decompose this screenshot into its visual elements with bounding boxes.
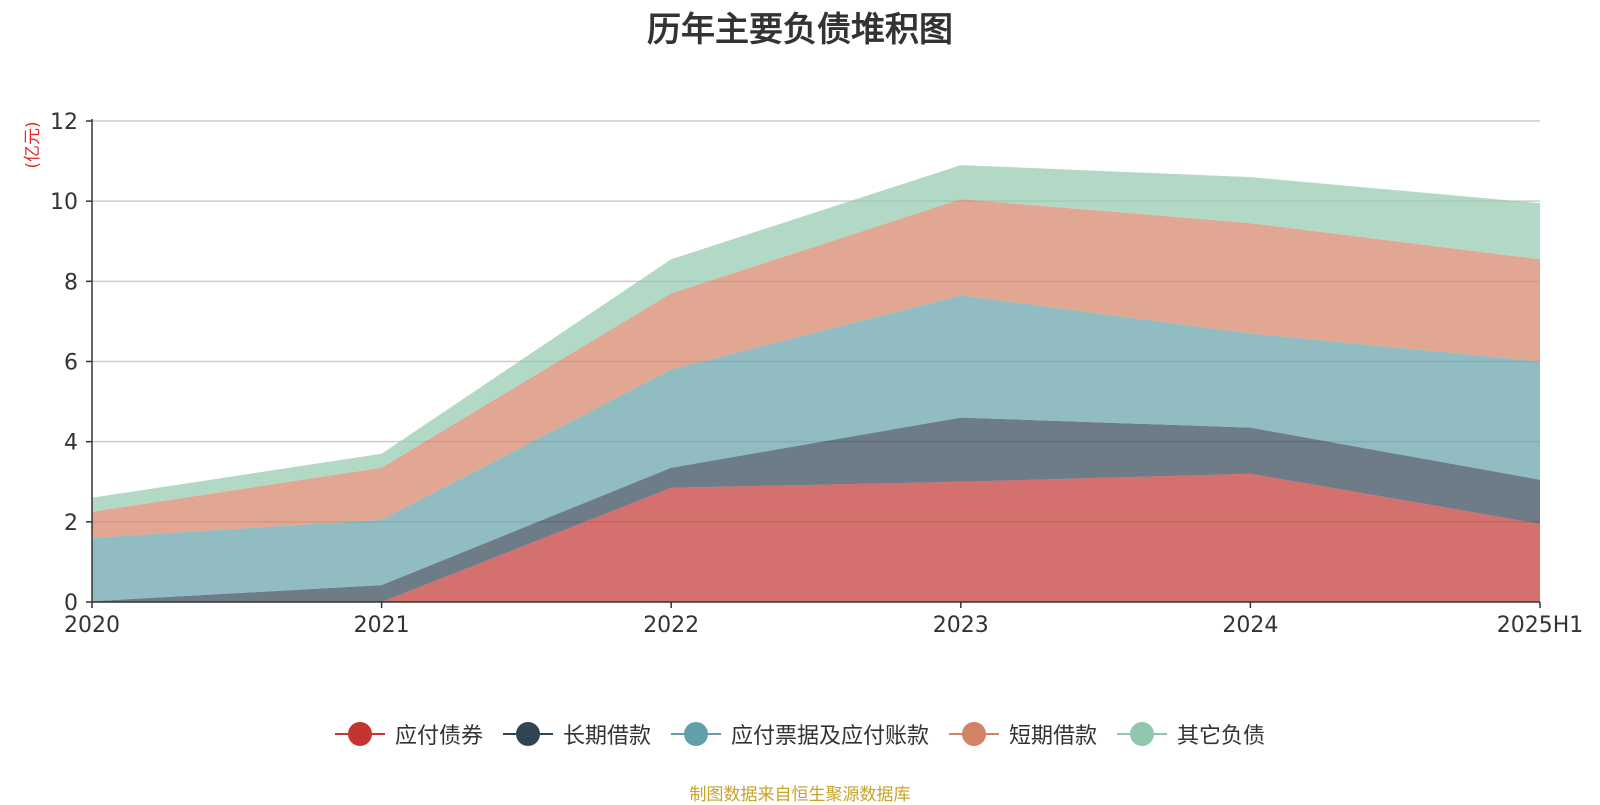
legend-marker [502, 721, 553, 747]
y-tick-label: 8 [64, 270, 78, 295]
y-tick-label: 0 [64, 591, 78, 616]
legend-marker [334, 721, 385, 747]
y-tick-label: 10 [50, 190, 78, 215]
legend-item[interactable]: 应付债券 [334, 718, 483, 750]
area-series-2 [92, 417, 1540, 602]
legend-label: 短期借款 [1009, 724, 1098, 749]
y-tick-label: 4 [64, 431, 78, 456]
area-series-1 [92, 473, 1540, 602]
legend-label: 其它负债 [1177, 724, 1266, 749]
y-tick-label: 2 [64, 511, 78, 536]
legend-marker-dot [962, 722, 986, 746]
y-tick-label: 6 [64, 351, 78, 376]
chart-title: 历年主要负债堆积图 [647, 10, 953, 50]
y-axis-unit: (亿元) [23, 121, 43, 168]
legend-item[interactable]: 短期借款 [949, 718, 1097, 750]
area-series-5 [92, 165, 1540, 512]
legend-marker [949, 721, 999, 747]
source-note: 制图数据来自恒生聚源数据库 [689, 785, 911, 805]
x-tick-label: 2020 [64, 613, 120, 638]
legend-marker-dot [515, 722, 540, 746]
legend-marker-dot [347, 722, 372, 746]
legend-marker [1117, 721, 1168, 747]
x-tick-label: 2024 [1222, 613, 1278, 638]
legend-item[interactable]: 其它负债 [1117, 718, 1265, 750]
x-tick-label: 2023 [933, 613, 989, 638]
legend-label: 应付票据及应付账款 [730, 724, 929, 749]
legend-item[interactable]: 应付票据及应付账款 [670, 718, 929, 750]
legend-marker-dot [1130, 722, 1155, 746]
y-tick-label: 12 [50, 110, 78, 135]
legend-marker-dot [683, 722, 708, 746]
legend-item[interactable]: 长期借款 [502, 718, 651, 750]
stacked-areas [92, 165, 1540, 602]
legend: 应付债券 长期借款 应付票据及应付账款 短期借款 其它负债 [0, 718, 1600, 750]
area-series-4 [92, 199, 1540, 538]
legend-label: 应付债券 [394, 724, 483, 749]
axes: 0 2 4 6 8 10 12 2020 2021 2022 2023 2024 2025H1 [50, 110, 1583, 638]
x-tick-label: 2025H1 [1497, 613, 1584, 638]
legend-marker [670, 721, 721, 747]
legend-label: 长期借款 [562, 724, 651, 749]
area-series-3 [92, 295, 1540, 602]
x-tick-label: 2022 [643, 613, 699, 638]
x-tick-label: 2021 [354, 613, 410, 638]
